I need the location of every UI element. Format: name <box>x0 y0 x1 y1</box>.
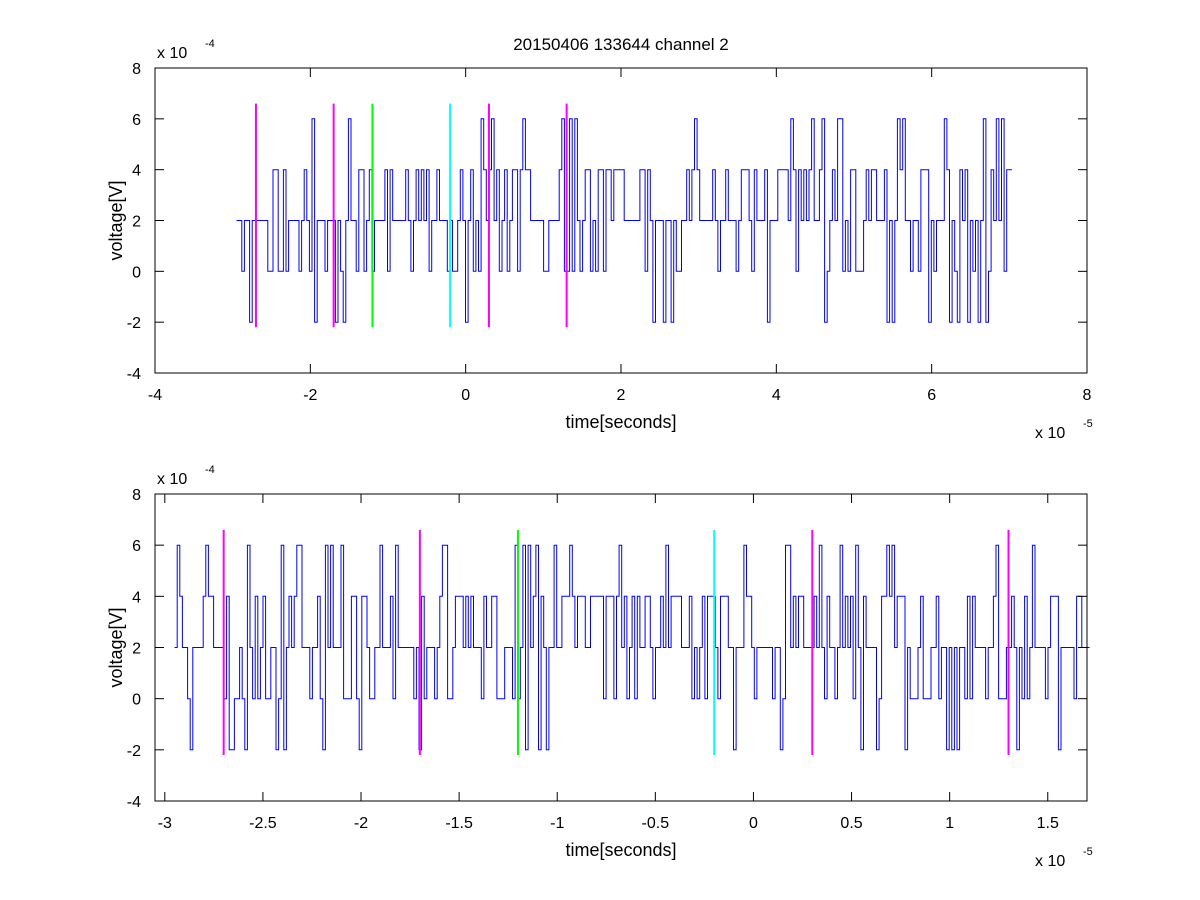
y-tick-label: -2 <box>127 743 141 760</box>
x-exponent-power: -5 <box>1083 418 1093 430</box>
y-exponent-label: x 10 <box>157 471 187 488</box>
y-tick-label: 2 <box>132 641 141 658</box>
y-exponent-power: -4 <box>205 38 215 50</box>
chart-1: -4 -2 0 2 4 6 8 -4 -2 0 2 4 6 8 20150406 133644 channe… <box>106 35 1093 442</box>
x-tick-label: 4 <box>772 387 781 404</box>
y-tick-label: -4 <box>127 366 141 383</box>
x-exponent-label: x 10 <box>1035 425 1065 442</box>
x-tick-label: 0.5 <box>840 815 862 832</box>
y-tick-label: 8 <box>132 487 141 504</box>
x-tick-label: -2 <box>303 387 317 404</box>
y-tick-label: 4 <box>132 589 141 606</box>
series-line-1 <box>236 118 1012 323</box>
x-tick-label: -2.5 <box>249 815 277 832</box>
y-tick-label: 6 <box>132 538 141 555</box>
y-tick-label: 2 <box>132 214 141 231</box>
series-line-1 <box>174 544 1090 751</box>
y-tick-label: 8 <box>132 61 141 78</box>
y-tick-label: 4 <box>132 163 141 180</box>
x-tick-label: 1 <box>945 815 954 832</box>
y-axis-label: voltage[V] <box>106 607 126 687</box>
x-tick-label: -0.5 <box>642 815 670 832</box>
y-exponent-label: x 10 <box>157 45 187 62</box>
axes-box <box>154 493 1088 802</box>
x-exponent-label: x 10 <box>1035 853 1065 870</box>
x-tick-label: 8 <box>1083 387 1092 404</box>
chart-title: 20150406 133644 channel 2 <box>513 35 729 54</box>
x-axis-label: time[seconds] <box>565 412 676 432</box>
x-tick-label: -2 <box>354 815 368 832</box>
x-tick-label: -1.5 <box>445 815 473 832</box>
x-tick-label: 2 <box>617 387 626 404</box>
y-tick-label: -2 <box>127 315 141 332</box>
y-tick-label: 6 <box>132 112 141 129</box>
x-tick-label: -4 <box>148 387 162 404</box>
x-exponent-power: -5 <box>1083 846 1093 858</box>
y-tick-label: -4 <box>127 794 141 811</box>
x-tick-label: 6 <box>927 387 936 404</box>
y-exponent-power: -4 <box>205 464 215 476</box>
x-tick-label: 0 <box>461 387 470 404</box>
chart-2: -3 -2.5 -2 -1.5 -1 -0.5 0 0.5 1 1.5 -4 -2 0 2 4 6 8 time[… <box>106 464 1093 870</box>
x-tick-label: 0 <box>749 815 758 832</box>
x-tick-label: 1.5 <box>1037 815 1059 832</box>
y-tick-label: 0 <box>132 264 141 281</box>
x-tick-label: -1 <box>550 815 564 832</box>
x-tick-label: -3 <box>158 815 172 832</box>
y-tick-label: 0 <box>132 692 141 709</box>
x-axis-label: time[seconds] <box>565 840 676 860</box>
y-axis-label: voltage[V] <box>106 180 126 260</box>
